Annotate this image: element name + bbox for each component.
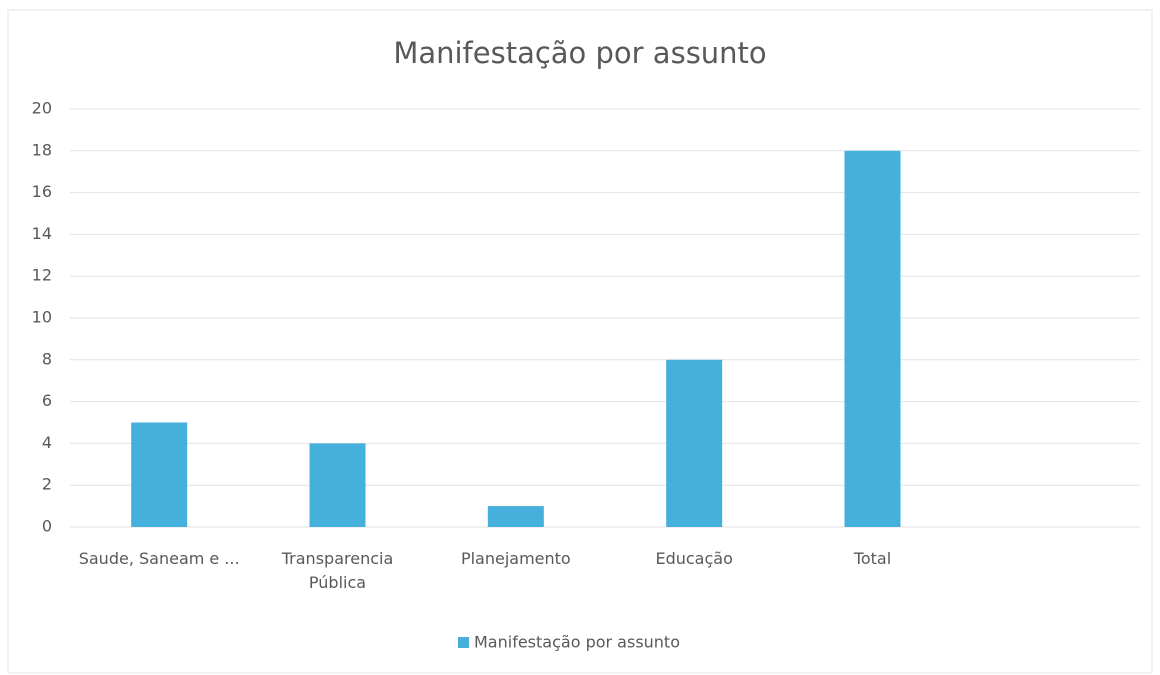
x-tick-label: Total xyxy=(853,549,891,568)
x-tick-label: Planejamento xyxy=(461,549,571,568)
y-tick-label: 16 xyxy=(32,182,52,201)
y-tick-label: 0 xyxy=(42,517,52,536)
y-tick-label: 10 xyxy=(32,308,52,327)
y-tick-label: 20 xyxy=(32,99,52,118)
y-tick-label: 18 xyxy=(32,140,52,159)
bar xyxy=(666,359,723,527)
x-tick-label: Saude, Saneam e ... xyxy=(79,549,240,568)
bar xyxy=(309,443,366,527)
y-tick-label: 2 xyxy=(42,475,52,494)
y-tick-label: 12 xyxy=(32,266,52,285)
y-tick-label: 6 xyxy=(42,391,52,410)
y-tick-label: 4 xyxy=(42,433,52,452)
x-tick-label: Educação xyxy=(655,549,732,568)
bar xyxy=(487,506,544,527)
y-tick-label: 8 xyxy=(42,349,52,368)
legend-swatch xyxy=(458,637,469,648)
bar xyxy=(844,150,901,528)
chart-frame xyxy=(7,9,1153,674)
legend-label: Manifestação por assunto xyxy=(474,633,680,652)
y-tick-label: 14 xyxy=(32,224,52,243)
chart-title: Manifestação por assunto xyxy=(393,36,766,70)
bar xyxy=(131,422,188,527)
x-tick-label: Transparencia Pública xyxy=(281,549,394,592)
